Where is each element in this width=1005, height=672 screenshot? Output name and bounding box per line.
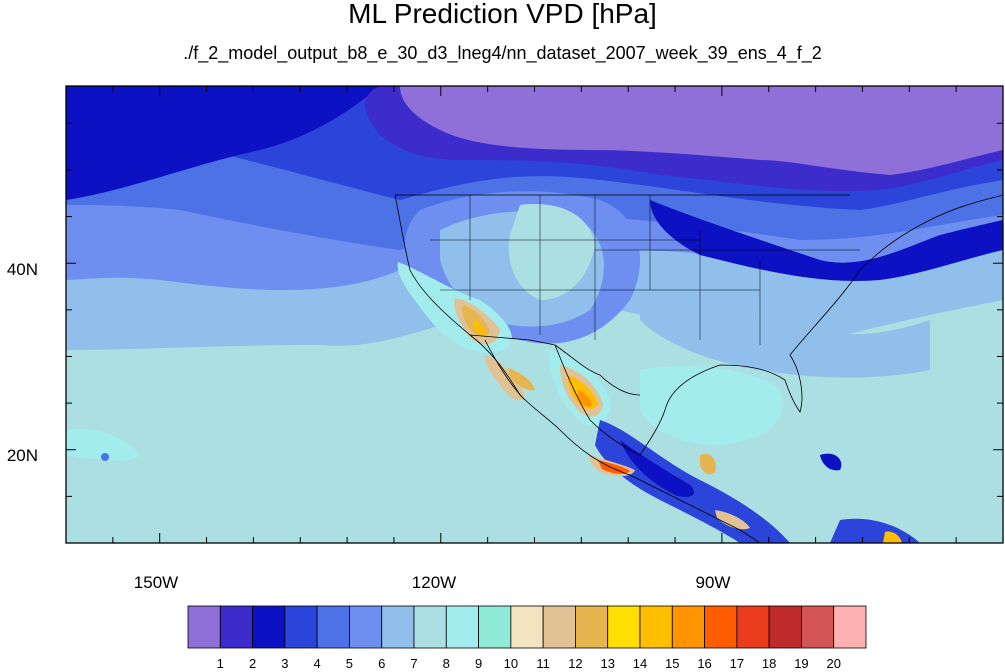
field-sw-15 bbox=[473, 320, 486, 336]
colorbar-label: 10 bbox=[504, 656, 518, 671]
field-level-3-pacific bbox=[66, 86, 380, 200]
y-tick-label-40n: 40N bbox=[7, 260, 38, 279]
field-central-america bbox=[595, 420, 790, 543]
colorbar-swatch bbox=[219, 605, 253, 649]
colorbar-label: 18 bbox=[762, 656, 776, 671]
colorbar-label: 1 bbox=[217, 656, 224, 671]
colorbar-swatch bbox=[736, 605, 770, 649]
field-level-3-east bbox=[650, 200, 1003, 281]
colorbar-swatch bbox=[445, 605, 479, 649]
colorbar-label: 11 bbox=[536, 656, 550, 671]
field-venezuela bbox=[883, 531, 902, 543]
field-mexico-16 bbox=[578, 390, 592, 407]
colorbar-swatch bbox=[542, 605, 576, 649]
colorbar-label: 8 bbox=[443, 656, 450, 671]
colorbar-label: 4 bbox=[314, 656, 321, 671]
colorbar-swatch bbox=[252, 605, 286, 649]
colorbar-swatch bbox=[671, 605, 705, 649]
colorbar-swatch bbox=[704, 605, 738, 649]
field-hawaii bbox=[66, 429, 140, 461]
field-antilles bbox=[820, 453, 842, 471]
field-panama bbox=[715, 510, 750, 530]
colorbar-swatch bbox=[768, 605, 802, 649]
colorbar-label: 13 bbox=[600, 656, 614, 671]
colorbar-swatch bbox=[607, 605, 641, 649]
colorbar-swatch bbox=[349, 605, 383, 649]
colorbar-label: 20 bbox=[826, 656, 840, 671]
colorbar-label: 6 bbox=[378, 656, 385, 671]
field-baja-inner bbox=[508, 368, 535, 391]
field-smex-17 bbox=[598, 460, 630, 474]
colorbar-label: 17 bbox=[730, 656, 744, 671]
x-tick-label-90w: 90W bbox=[696, 573, 731, 592]
colorbar-label: 3 bbox=[281, 656, 288, 671]
field-gulf bbox=[640, 366, 783, 445]
field-hawaii-island bbox=[101, 453, 109, 461]
colorbar-swatch bbox=[801, 605, 835, 649]
colorbar-swatch bbox=[413, 605, 447, 649]
vpd-field bbox=[66, 86, 1003, 543]
colorbar-label: 5 bbox=[346, 656, 353, 671]
colorbar: 1 2 3 4 5 6 7 8 9 10 11 12 13 14 15 16 17 18 19 20 bbox=[187, 605, 867, 671]
colorbar-swatch bbox=[478, 605, 512, 649]
field-level-1 bbox=[400, 86, 1003, 175]
plot-subtitle: ./f_2_model_output_b8_e_30_d3_lneg4/nn_d… bbox=[183, 43, 822, 63]
colorbar-label: 14 bbox=[633, 656, 647, 671]
coastlines bbox=[394, 194, 1003, 543]
colorbar-label: 7 bbox=[410, 656, 417, 671]
colorbar-swatch bbox=[639, 605, 673, 649]
colorbar-label: 15 bbox=[665, 656, 679, 671]
colorbar-swatch bbox=[284, 605, 318, 649]
x-tick-label-120w: 120W bbox=[412, 573, 456, 592]
colorbar-swatch bbox=[510, 605, 544, 649]
state-borders bbox=[430, 195, 860, 345]
x-tick-label-150w: 150W bbox=[134, 573, 178, 592]
y-tick-label-20n: 20N bbox=[7, 446, 38, 465]
colorbar-swatch bbox=[187, 605, 221, 649]
field-hispaniola bbox=[700, 453, 716, 475]
colorbar-swatch bbox=[833, 605, 867, 649]
field-southeast bbox=[640, 290, 930, 378]
axis-ticks bbox=[65, 86, 1004, 544]
colorbar-label: 2 bbox=[249, 656, 256, 671]
colorbar-label: 12 bbox=[568, 656, 582, 671]
colorbar-label: 16 bbox=[697, 656, 711, 671]
field-rockies bbox=[508, 204, 595, 300]
plot-title: ML Prediction VPD [hPa] bbox=[348, 0, 657, 29]
colorbar-swatch bbox=[381, 605, 415, 649]
colorbar-swatch bbox=[316, 605, 350, 649]
colorbar-swatch bbox=[575, 605, 609, 649]
colorbar-label: 9 bbox=[475, 656, 482, 671]
colorbar-label: 19 bbox=[794, 656, 808, 671]
